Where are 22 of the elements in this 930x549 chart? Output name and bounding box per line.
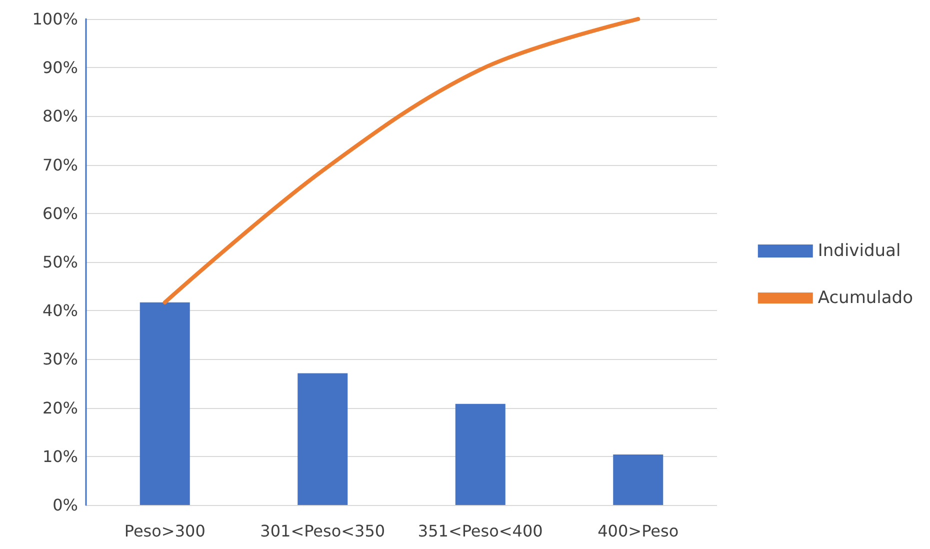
bar: [298, 373, 348, 505]
x-tick-label: 351<Peso<400: [418, 522, 543, 540]
y-tick-label: 20%: [42, 398, 78, 418]
x-tick-label: Peso>300: [124, 522, 206, 540]
bar: [140, 302, 190, 505]
x-tick-label: 301<Peso<350: [260, 522, 386, 540]
y-tick-label: 80%: [42, 106, 78, 126]
y-tick-label: 90%: [42, 58, 78, 78]
x-tick-label: 400>Peso: [598, 522, 679, 540]
bar: [455, 404, 506, 505]
legend-label: Individual: [818, 241, 901, 261]
y-tick-label: 100%: [32, 10, 78, 28]
y-tick-label: 70%: [42, 155, 78, 174]
y-tick-label: 50%: [42, 252, 78, 272]
line-series: [162, 17, 640, 304]
y-tick-label: 30%: [42, 350, 78, 369]
y-tick-label: 10%: [42, 446, 78, 466]
bar: [613, 454, 664, 505]
y-tick-label: 0%: [52, 496, 78, 514]
y-tick-label: 40%: [42, 301, 78, 320]
y-tick-label: 60%: [42, 204, 78, 223]
legend-label: Acumulado: [818, 288, 914, 308]
